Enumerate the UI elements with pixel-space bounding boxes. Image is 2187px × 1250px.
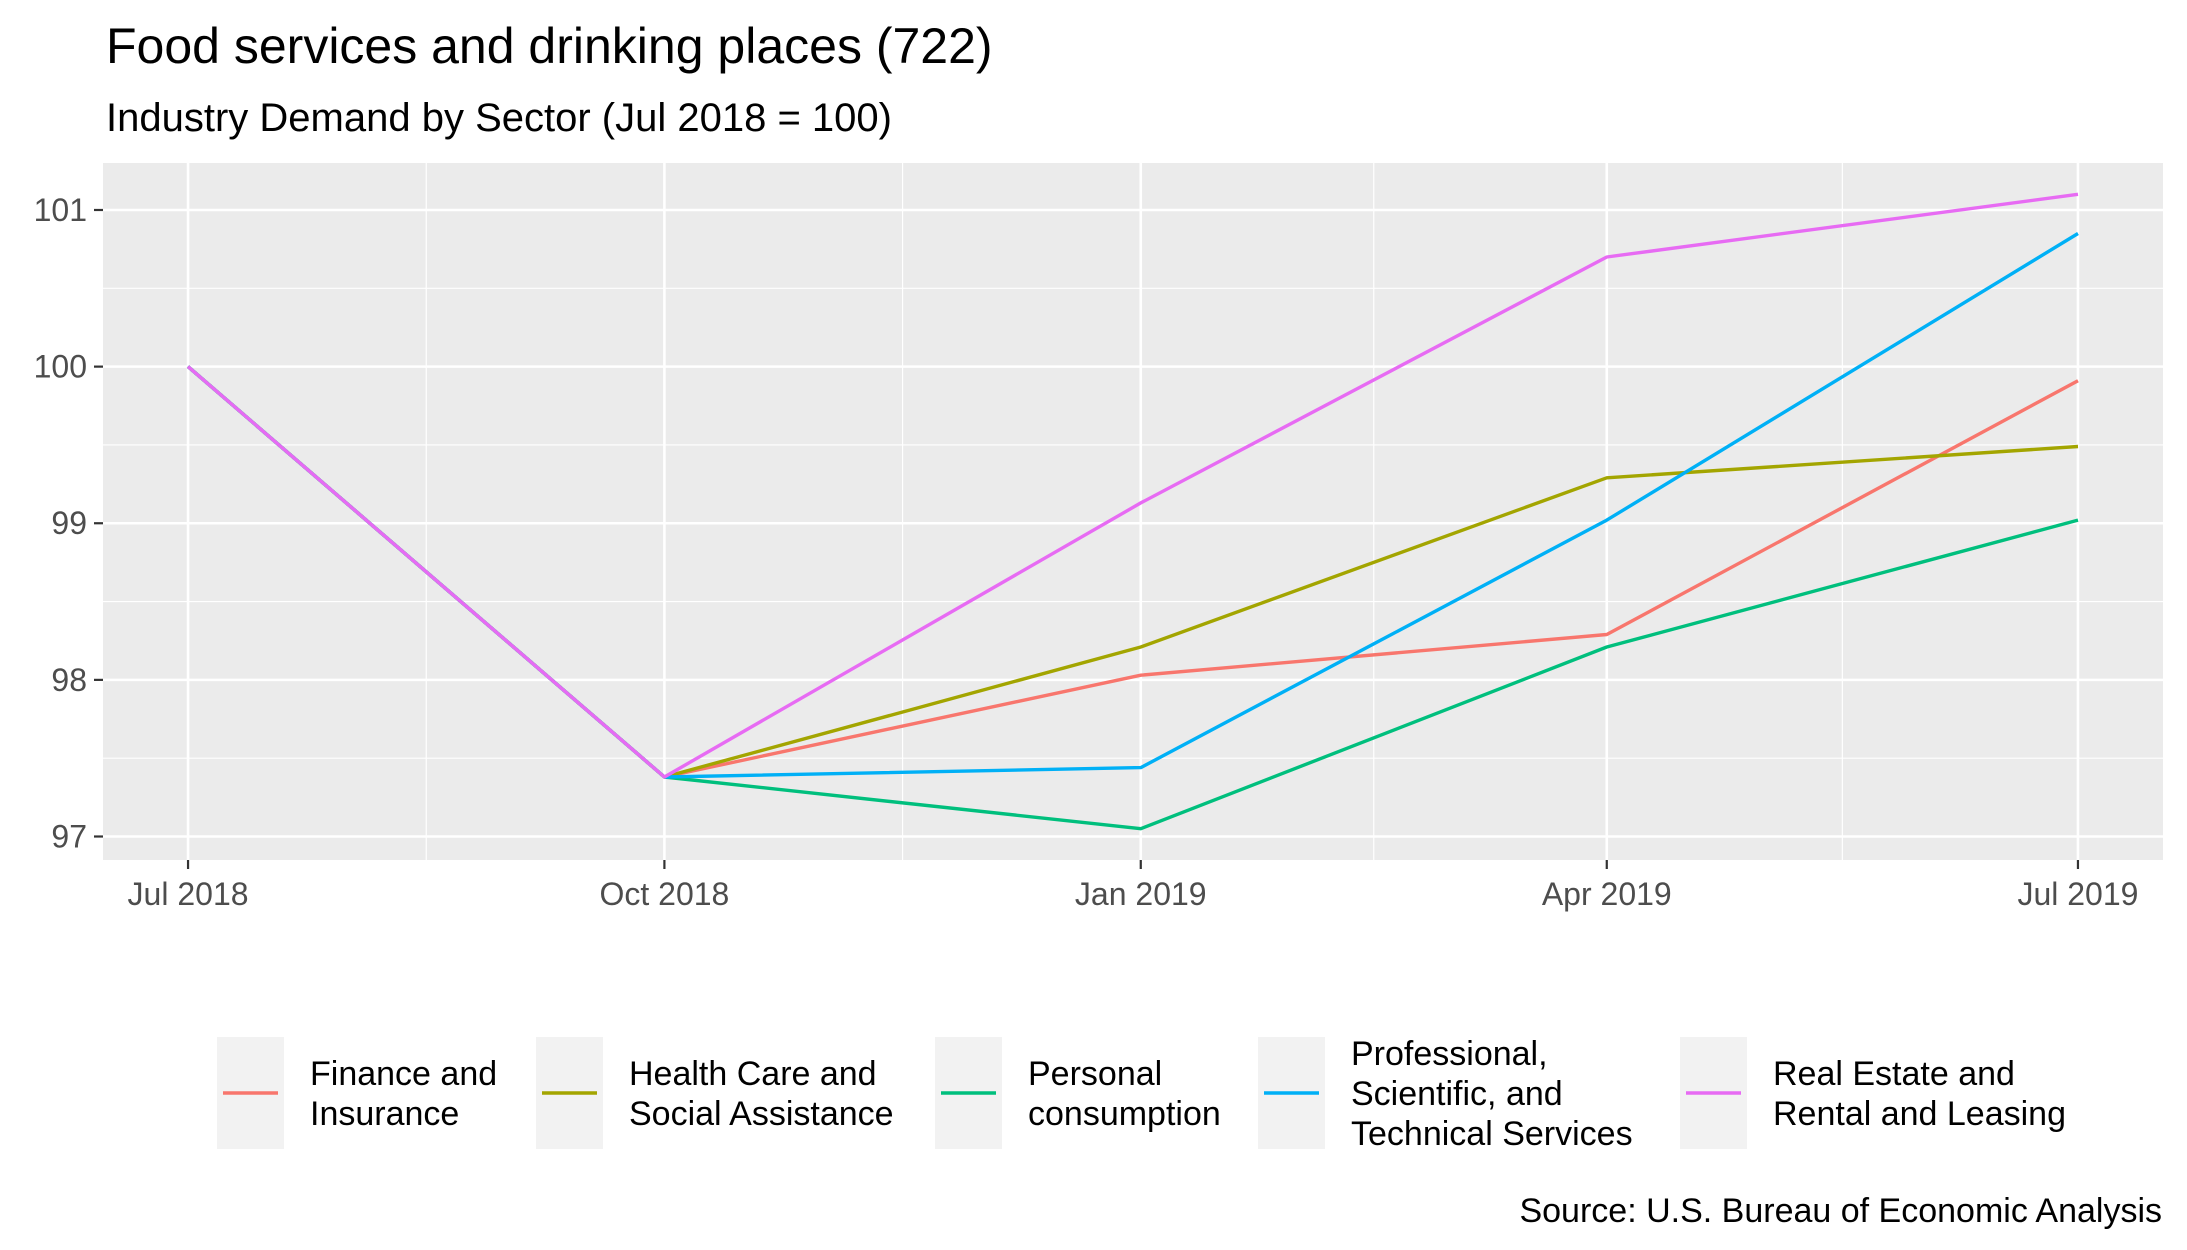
- y-tick-label: 100: [34, 349, 87, 385]
- x-axis: Jul 2018 Oct 2018 Jan 2019 Apr 2019 Jul 2019: [128, 860, 2138, 912]
- series-line-4: [186, 192, 2079, 779]
- x-tick-label: Jul 2018: [128, 876, 249, 912]
- chart-caption: Source: U.S. Bureau of Economic Analysis: [1519, 1192, 2162, 1230]
- plot-panel: [103, 163, 2163, 860]
- x-tick-label: Jul 2019: [2017, 876, 2138, 912]
- legend-label: Real Estate and Rental and Leasing: [1773, 1055, 2066, 1133]
- legend-item-3: Professional, Scientific, and Technical Se…: [1258, 1035, 1633, 1153]
- y-tick-label: 101: [34, 192, 87, 228]
- legend-label: Finance and Insurance: [310, 1055, 497, 1133]
- legend-item-1: Health Care and Social Assistance: [536, 1037, 894, 1149]
- y-tick-label: 99: [51, 505, 87, 541]
- grid-major: [103, 163, 2163, 860]
- x-tick-label: Apr 2019: [1542, 876, 1672, 912]
- legend-label: Health Care and Social Assistance: [629, 1055, 894, 1133]
- legend-label: Personal consumption: [1028, 1055, 1221, 1133]
- series-lines: [186, 192, 2079, 831]
- legend-item-2: Personal consumption: [935, 1037, 1221, 1149]
- legend: Finance and Insurance Health Care and Socia…: [217, 1035, 2066, 1153]
- grid-minor: [103, 163, 2163, 860]
- chart-subtitle: Industry Demand by Sector (Jul 2018 = 10…: [106, 96, 892, 140]
- y-tick-label: 98: [51, 662, 87, 698]
- y-tick-label: 97: [51, 819, 87, 855]
- legend-item-4: Real Estate and Rental and Leasing: [1680, 1037, 2066, 1149]
- chart-title: Food services and drinking places (722): [106, 18, 993, 74]
- x-tick-label: Oct 2018: [599, 876, 729, 912]
- legend-label: Professional, Scientific, and Technical Se…: [1351, 1035, 1633, 1153]
- x-tick-label: Jan 2019: [1075, 876, 1207, 912]
- legend-item-0: Finance and Insurance: [217, 1037, 497, 1149]
- y-axis: 97 98 99 100 101: [34, 192, 103, 855]
